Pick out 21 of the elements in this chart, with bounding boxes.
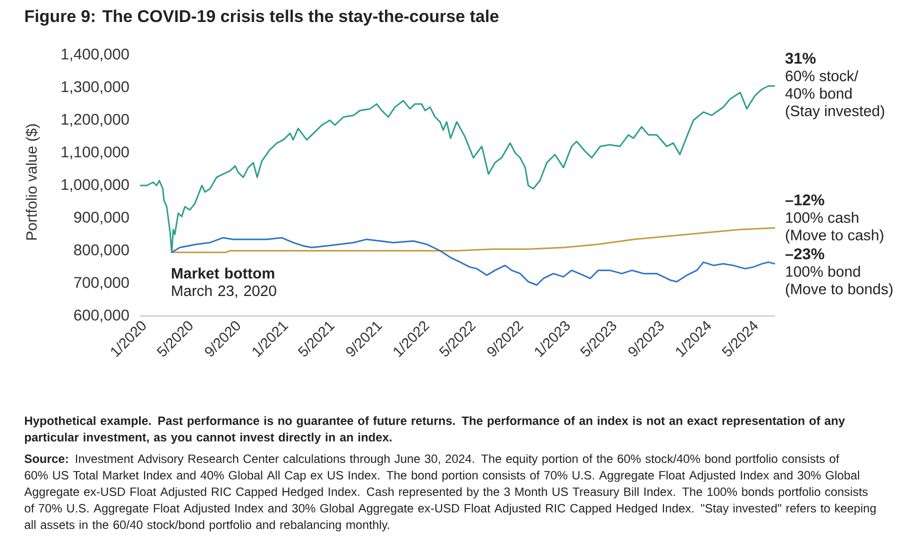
text: Source: Investment Advisory Research Center calculations through June 30, 2024. The equity portion of the 60% stock/40% bond portfolio consists of 60% US Total Market Index and 40% Global All Cap ex US Index. The bond portion consists of 70% U.S. Aggregate Float Adjusted Index and 30% Global Aggregate ex-USD Float Adjusted RIC Capped Hedged Index. Cash represented by the 3 Month US Treasury Bill Index. The 100% bonds portfolio consists of 70% U.S. Aggregate Float Adjusted Index and 30% Global Aggregate ex-USD Float Adjusted RIC Capped Hedged Index. "Stay invested" refers to keeping all assets in the 60/40 stock/bond portfolio and rebalancing monthly. <box>24 454 876 532</box>
annotation: Market bottom March 23, 2020 <box>172 268 276 298</box>
y-axis-title: Portfolio value ($) <box>26 124 40 240</box>
y-tick-label: 600,000 <box>74 310 129 322</box>
text: Hypothetical example. Past performance is no guarantee of future returns. The performance of an index is not an exact representation of any particular investment, as you cannot invest directly in an index. <box>24 416 845 444</box>
series-label: 60% stock/40% bond (Stay invested) <box>785 70 884 120</box>
y-tick-label: 700,000 <box>74 276 129 290</box>
y-tick-label: 1,300,000 <box>62 81 129 94</box>
y-tick-label: 1,100,000 <box>62 146 129 160</box>
annotation: –12% <box>785 194 824 206</box>
annotation: –23% <box>785 248 824 260</box>
y-tick-label: 900,000 <box>74 212 129 225</box>
chart-title: Figure 9: The COVID-19 crisis tells the stay-the-course tale <box>25 10 498 26</box>
series-label: 100% bond (Move to bonds) <box>786 266 892 298</box>
annotation: 31% <box>785 52 816 64</box>
y-tick-label: 1,000,000 <box>62 179 129 192</box>
y-tick-label: 1,400,000 <box>62 48 129 62</box>
y-tick-label: 800,000 <box>74 244 129 258</box>
series-label: 100% cash (Move to cash) <box>786 212 884 244</box>
y-tick-label: 1,200,000 <box>62 114 129 127</box>
line-series <box>139 85 776 254</box>
